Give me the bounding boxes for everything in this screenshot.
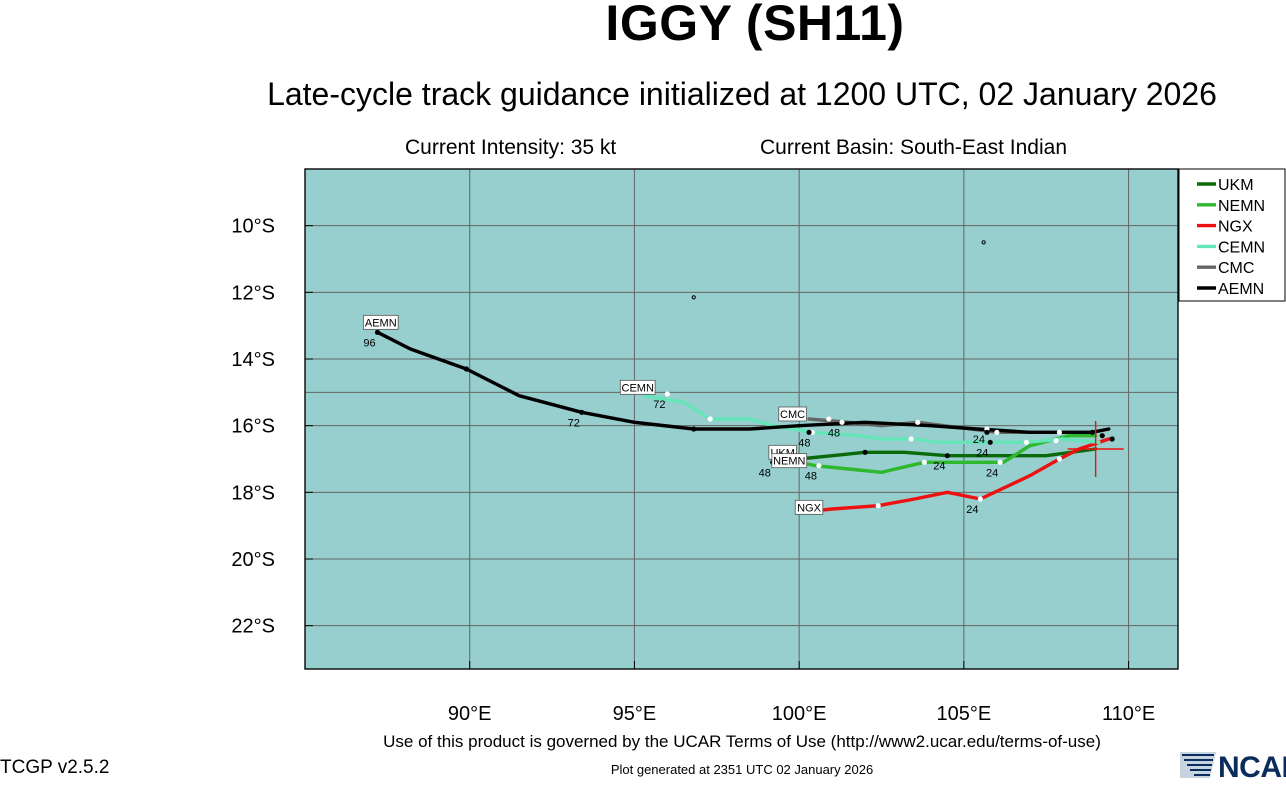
forecast-hour-label: 24 [966, 504, 978, 516]
forecast-hour-label: 96 [363, 337, 375, 349]
track-marker [1089, 429, 1095, 435]
chart-title: IGGY (SH11) [605, 0, 905, 51]
track-marker [908, 436, 914, 442]
y-tick-label: 22°S [231, 616, 275, 638]
forecast-hour-label: 72 [568, 417, 580, 429]
model-label-box [362, 314, 399, 330]
track-marker [806, 429, 812, 435]
model-label-nemn: NEMN [773, 456, 805, 468]
model-label-box [771, 453, 808, 469]
current-position-marker [1067, 421, 1124, 477]
legend-label-ukm: UKM [1218, 177, 1254, 194]
track-marker [977, 496, 983, 502]
track-marker [707, 416, 713, 422]
model-label-ngx: NGX [797, 502, 822, 514]
track-marker [944, 453, 950, 459]
y-tick-label: 18°S [231, 482, 275, 504]
track-marker [984, 429, 990, 435]
islands [691, 240, 986, 300]
model-label-box [794, 499, 824, 515]
y-tick-label: 20°S [231, 549, 275, 571]
x-tick-label: 110°E [1102, 703, 1155, 725]
x-axis: 90°E 95°E 100°E 105°E 110°E [448, 661, 1155, 725]
track-marker [1056, 456, 1063, 462]
x-tick-label: 95°E [613, 703, 657, 725]
track-marker [1023, 439, 1030, 445]
legend: UKM NEMN NGX CEMN CMC AEMN [1178, 168, 1286, 302]
forecast-hour-label: 48 [828, 427, 840, 439]
legend-label-cmc: CMC [1218, 260, 1254, 277]
forecast-hour-label: 24 [986, 467, 998, 479]
track-marker [664, 391, 670, 397]
ncar-logo [1180, 752, 1216, 778]
track-marker [997, 459, 1003, 465]
model-label-aemn: AEMN [365, 317, 397, 329]
track-marker [691, 426, 697, 432]
generated-timestamp: Plot generated at 2351 UTC 02 January 20… [610, 762, 874, 777]
track-marker [921, 459, 927, 465]
y-tick-label: 10°S [231, 216, 275, 238]
forecast-hour-label: 48 [759, 467, 771, 479]
track-aemn [375, 330, 1111, 434]
y-tick-label: 12°S [231, 282, 275, 304]
track-marker [994, 429, 1000, 435]
legend-label-cemn: CEMN [1218, 239, 1265, 256]
island [981, 240, 986, 245]
forecast-hour-label: 24 [976, 447, 988, 459]
forecast-hour-label: 24 [933, 461, 945, 473]
y-tick-label: 16°S [231, 416, 275, 438]
legend-label-aemn: AEMN [1218, 281, 1264, 298]
forecast-hour-label: 24 [973, 434, 985, 446]
track-marker [862, 449, 868, 455]
model-label-box [619, 379, 656, 395]
ncar-logo-text: NCAR [1218, 751, 1286, 784]
x-tick-label: 100°E [772, 703, 827, 725]
y-axis: 10°S 12°S 14°S 16°S 18°S 20°S 22°S [231, 216, 313, 638]
track-marker [1109, 436, 1115, 442]
x-tick-label: 105°E [937, 703, 992, 725]
track-marker [1099, 433, 1105, 439]
track-marker [579, 409, 585, 415]
track-marker [875, 503, 881, 509]
legend-label-nemn: NEMN [1218, 198, 1265, 215]
model-label-box [778, 406, 807, 422]
chart-subtitle: Late-cycle track guidance initialized at… [267, 76, 1217, 112]
track-marker [839, 419, 845, 425]
x-tick-label: 90°E [448, 703, 492, 725]
terms-of-use: Use of this product is governed by the U… [383, 732, 1101, 751]
track-cemn [642, 394, 1101, 444]
legend-label-ngx: NGX [1218, 219, 1253, 236]
grid [305, 169, 1178, 669]
model-label-cemn: CEMN [622, 382, 654, 394]
track-marker [1056, 429, 1063, 435]
model-label-cmc: CMC [780, 409, 805, 421]
track-marker [987, 439, 993, 445]
forecast-hour-label: 48 [798, 437, 810, 449]
island [691, 295, 696, 300]
track-ukm [771, 447, 1098, 464]
forecast-hour-label: 48 [805, 471, 817, 483]
track-ngx [797, 437, 1111, 514]
track-marker [1053, 438, 1059, 444]
y-tick-label: 14°S [231, 349, 275, 371]
current-basin: Current Basin: South-East Indian [760, 136, 1068, 159]
forecast-hour-label: 72 [653, 399, 665, 411]
track-marker [915, 419, 921, 425]
track-marker [374, 329, 381, 335]
track-marker [463, 366, 470, 372]
current-intensity: Current Intensity: 35 kt [405, 136, 617, 159]
track-marker [816, 463, 822, 469]
track-lines [375, 330, 1111, 514]
version-label: TCGP v2.5.2 [0, 757, 110, 778]
track-marker [826, 416, 832, 422]
